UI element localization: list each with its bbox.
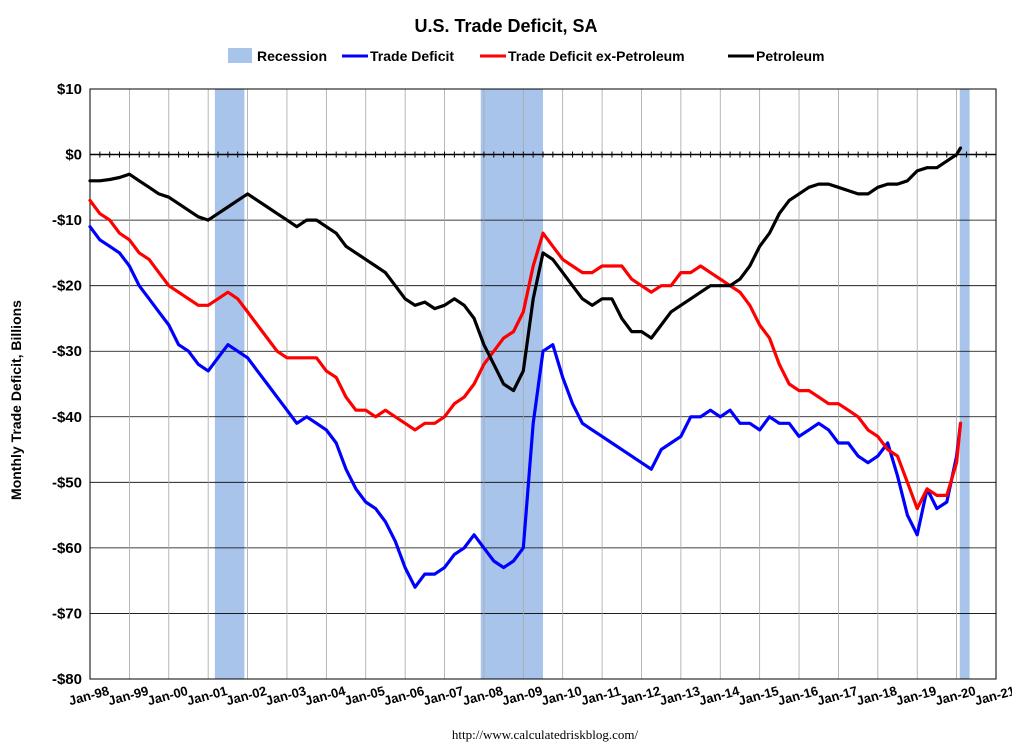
y-tick-label: -$20 [52, 278, 82, 295]
y-tick-label: -$30 [52, 343, 82, 360]
x-tick-label: Jan-11 [579, 683, 622, 708]
x-tick-label: Jan-21 [973, 683, 1012, 708]
x-tick-label: Jan-05 [343, 683, 387, 708]
x-tick-label: Jan-19 [894, 683, 938, 708]
source-url: http://www.calculatedriskblog.com/ [452, 727, 639, 742]
x-tick-label: Jan-09 [500, 683, 544, 708]
legend: Recession Trade Deficit Trade Deficit ex… [228, 48, 824, 64]
x-tick-label: Jan-18 [855, 683, 899, 708]
chart-title: U.S. Trade Deficit, SA [414, 16, 597, 36]
legend-label-petroleum: Petroleum [756, 48, 824, 64]
x-tick-label: Jan-16 [776, 683, 820, 708]
x-tick-label: Jan-15 [737, 683, 781, 708]
x-tick-label: Jan-99 [106, 683, 150, 708]
plot-area: $10 $0 -$10 -$20 -$30 -$40 -$50 -$60 -$70 -$80 Jan… [52, 81, 1012, 708]
y-tick-label: -$10 [52, 212, 82, 229]
y-tick-label: -$40 [52, 409, 82, 426]
x-tick-label: Jan-20 [934, 683, 978, 708]
x-tick-label: Jan-12 [618, 683, 662, 708]
recession-band-1 [214, 89, 245, 679]
x-tick-label: Jan-13 [658, 683, 702, 708]
x-tick-label: Jan-02 [225, 683, 269, 708]
series-line-petroleum [88, 146, 963, 393]
legend-label-recession: Recession [257, 48, 327, 64]
y-tick-label: $10 [57, 81, 82, 98]
y-tick-label: -$80 [52, 671, 82, 688]
y-axis-label: Monthly Trade Deficit, Billions [8, 300, 24, 500]
y-tick-label: -$50 [52, 474, 82, 491]
x-tick-label: Jan-06 [382, 683, 426, 708]
y-tick-label: $0 [65, 147, 82, 164]
x-tick-label: Jan-14 [697, 683, 741, 708]
legend-label-trade-deficit-ex-petroleum: Trade Deficit ex-Petroleum [508, 48, 685, 64]
series-line-trade-deficit-ex-petroleum [88, 198, 963, 511]
plot-border [89, 88, 997, 680]
y-tick-label: -$60 [52, 540, 82, 557]
series-line-trade-deficit [88, 225, 963, 589]
x-tick-label: Jan-03 [264, 683, 308, 708]
x-tick-label: Jan-07 [422, 683, 466, 708]
y-tick-label: -$70 [52, 605, 82, 622]
x-tick-label: Jan-01 [185, 683, 229, 708]
legend-swatch-recession [228, 48, 252, 63]
x-tick-label: Jan-00 [146, 683, 190, 708]
legend-label-trade-deficit: Trade Deficit [370, 48, 454, 64]
x-tick-label: Jan-10 [540, 683, 584, 708]
x-tick-label: Jan-08 [461, 683, 505, 708]
recession-band-3 [959, 89, 970, 679]
x-tick-label: Jan-04 [303, 683, 347, 708]
x-tick-label: Jan-17 [815, 683, 859, 708]
recession-band-2 [480, 89, 543, 679]
